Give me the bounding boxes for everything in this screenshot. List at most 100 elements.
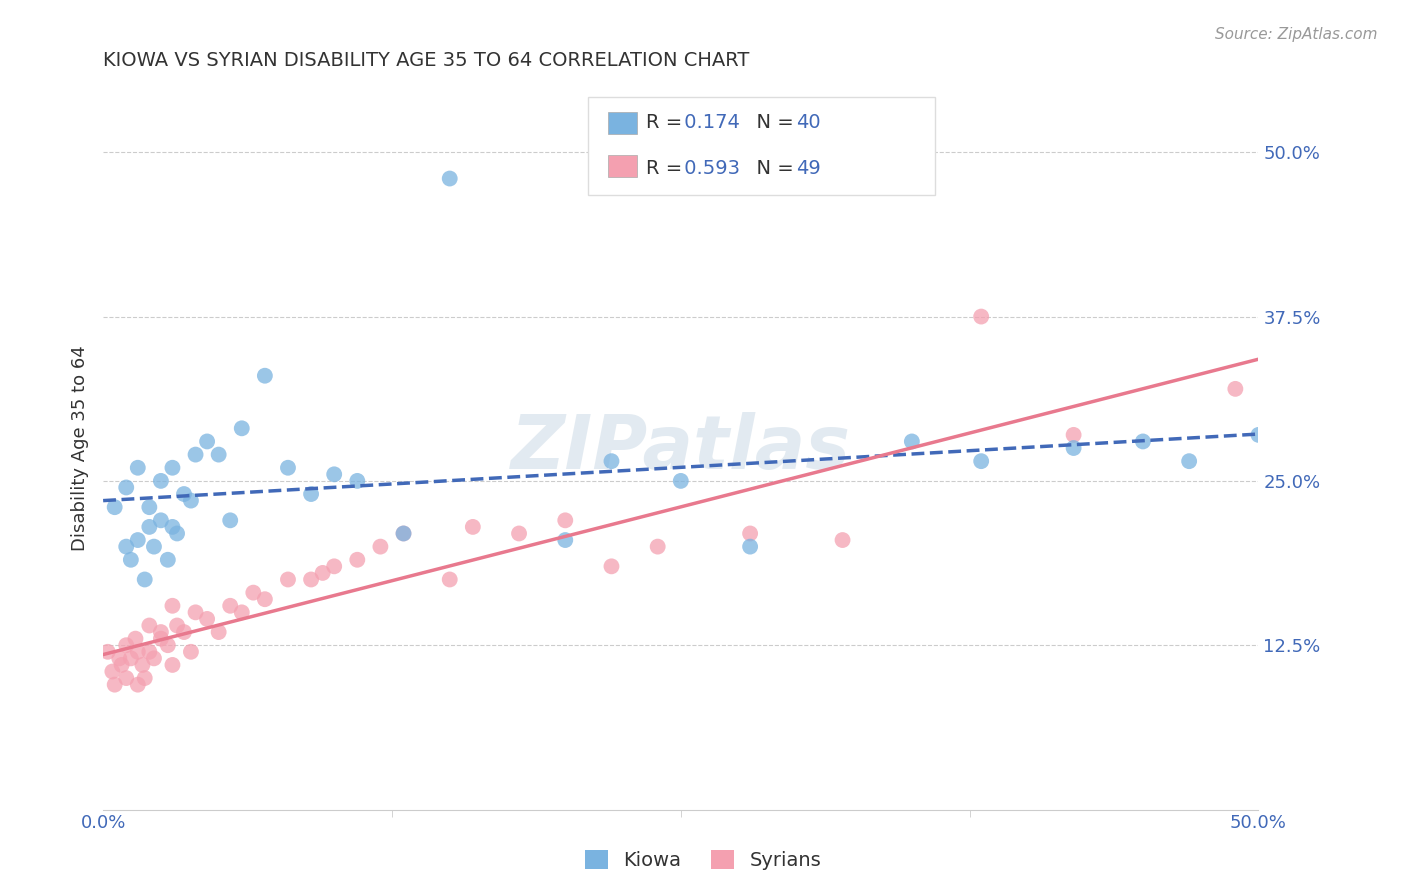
Point (162, 599, 184, 613)
Point (299, 573, 322, 587)
Text: ZIPatlas: ZIPatlas (510, 411, 851, 484)
Point (901, 434, 924, 449)
Point (1178, 454, 1201, 468)
Point (195, 612, 218, 626)
Point (115, 671, 138, 685)
Point (127, 678, 149, 692)
Point (370, 540, 392, 554)
Point (392, 526, 415, 541)
Point (195, 434, 218, 449)
Point (461, 520, 484, 534)
Point (127, 460, 149, 475)
Point (253, 368, 276, 383)
Point (184, 605, 207, 619)
Point (323, 467, 346, 482)
Text: R =: R = (647, 159, 689, 178)
Point (134, 671, 156, 685)
Y-axis label: Disability Age 35 to 64: Disability Age 35 to 64 (72, 345, 89, 551)
FancyBboxPatch shape (607, 155, 637, 177)
Point (120, 651, 142, 665)
Point (156, 553, 179, 567)
Point (554, 533, 576, 547)
Point (508, 526, 530, 541)
Point (131, 657, 153, 672)
Point (173, 625, 195, 640)
Point (970, 454, 993, 468)
Text: KIOWA VS SYRIAN DISABILITY AGE 35 TO 64 CORRELATION CHART: KIOWA VS SYRIAN DISABILITY AGE 35 TO 64 … (103, 51, 749, 70)
Point (149, 625, 172, 640)
Point (277, 460, 299, 475)
Point (600, 454, 623, 468)
Point (1132, 434, 1154, 449)
Point (124, 632, 146, 646)
Legend: Kiowa, Syrians: Kiowa, Syrians (576, 842, 830, 878)
Point (149, 632, 172, 646)
Point (115, 540, 138, 554)
Point (162, 657, 184, 672)
Point (143, 540, 166, 554)
Point (173, 487, 195, 501)
Text: 0.593: 0.593 (679, 159, 741, 178)
Text: 0.174: 0.174 (679, 113, 741, 132)
Point (120, 553, 142, 567)
Point (115, 638, 138, 652)
Point (138, 618, 160, 632)
Point (138, 500, 160, 515)
Point (323, 559, 346, 574)
Point (439, 171, 461, 186)
Point (277, 573, 299, 587)
Point (311, 566, 333, 580)
Point (104, 678, 127, 692)
Point (346, 553, 368, 567)
Point (143, 651, 166, 665)
Point (180, 493, 202, 508)
Point (208, 448, 231, 462)
Point (647, 540, 669, 554)
Text: Source: ZipAtlas.com: Source: ZipAtlas.com (1215, 27, 1378, 42)
Point (740, 526, 762, 541)
Point (149, 474, 172, 488)
Point (669, 474, 692, 488)
Point (149, 513, 172, 527)
Point (134, 573, 156, 587)
Point (439, 573, 461, 587)
Point (1063, 428, 1085, 442)
Text: 40: 40 (796, 113, 821, 132)
Point (299, 487, 322, 501)
Point (392, 526, 415, 541)
Point (1063, 441, 1085, 455)
Point (184, 448, 207, 462)
Point (162, 460, 184, 475)
Point (138, 645, 160, 659)
Point (231, 421, 253, 435)
Point (127, 533, 149, 547)
FancyBboxPatch shape (607, 112, 637, 134)
Point (219, 513, 242, 527)
Point (127, 645, 149, 659)
Point (208, 625, 231, 640)
Point (138, 520, 160, 534)
Text: N =: N = (744, 113, 800, 132)
Point (346, 474, 368, 488)
Point (1247, 428, 1270, 442)
FancyBboxPatch shape (588, 97, 935, 195)
Point (219, 599, 242, 613)
Point (1225, 382, 1247, 396)
Point (253, 592, 276, 607)
Point (600, 559, 623, 574)
Point (554, 513, 576, 527)
Point (231, 605, 253, 619)
Text: R =: R = (647, 113, 689, 132)
Point (166, 526, 188, 541)
Point (970, 310, 993, 324)
Point (242, 585, 264, 599)
Point (162, 520, 184, 534)
Point (110, 657, 132, 672)
Point (166, 618, 188, 632)
Point (156, 638, 179, 652)
Text: 49: 49 (796, 159, 821, 178)
Point (108, 651, 131, 665)
Point (97, 645, 120, 659)
Point (831, 533, 853, 547)
Point (104, 500, 127, 515)
